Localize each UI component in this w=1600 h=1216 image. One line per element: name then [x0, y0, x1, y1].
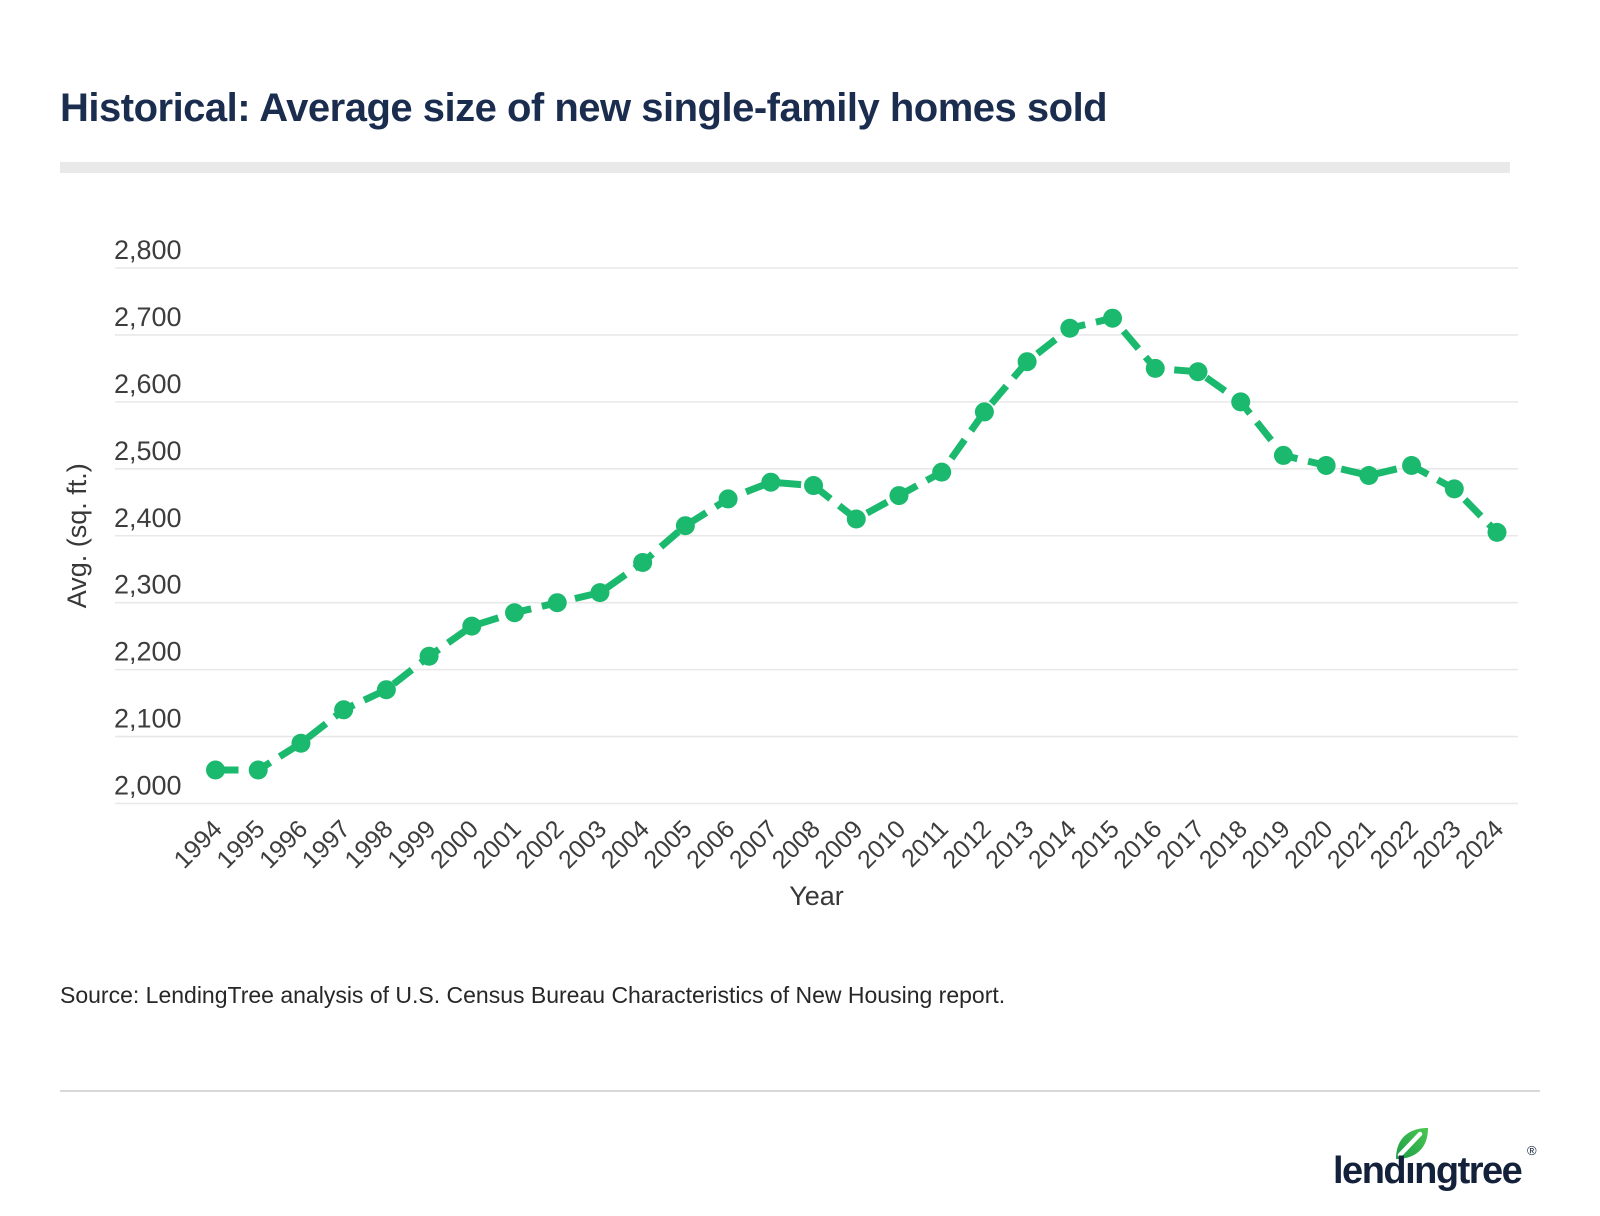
- data-point: [376, 680, 396, 700]
- x-tick-label: 2006: [681, 815, 740, 874]
- x-tick-label: 2014: [1023, 815, 1082, 874]
- title-underbar: [60, 162, 1510, 173]
- page-title: Historical: Average size of new single-f…: [60, 86, 1108, 130]
- y-tick-label: 2,500: [114, 436, 182, 466]
- data-point: [718, 489, 738, 509]
- y-tick-label: 2,600: [114, 369, 182, 399]
- y-tick-label: 2,200: [114, 637, 182, 667]
- logo-text: lendıngtree: [1333, 1150, 1522, 1192]
- data-point: [462, 616, 482, 636]
- data-point: [547, 593, 567, 613]
- x-tick-label: 2000: [425, 815, 484, 874]
- data-point: [1444, 479, 1464, 499]
- x-tick-label: 2011: [896, 815, 954, 873]
- data-line: [215, 314, 1500, 774]
- x-tick-label: 2003: [553, 815, 612, 874]
- y-tick-label: 2,400: [114, 503, 182, 533]
- x-tick-label: 2016: [1108, 815, 1167, 874]
- data-point: [804, 476, 824, 496]
- x-tick-label: 1994: [169, 815, 228, 874]
- x-tick-label: 2013: [980, 815, 1039, 874]
- x-tick-label: 1999: [382, 815, 441, 874]
- x-tick-label: 2002: [510, 815, 569, 874]
- x-tick-label: 2023: [1407, 815, 1466, 874]
- y-tick-label: 2,300: [114, 570, 182, 600]
- x-tick-label: 2020: [1279, 815, 1338, 874]
- x-tick-label: 2010: [852, 815, 911, 874]
- y-tick-label: 2,800: [114, 235, 182, 265]
- data-point: [505, 603, 525, 623]
- registered-mark: ®: [1527, 1143, 1537, 1158]
- x-tick-label: 2017: [1151, 815, 1210, 874]
- data-point: [761, 472, 781, 492]
- line-chart: 2,000 2,100 2,200 2,300 2,400 2,500 2,600 2,700…: [62, 235, 1518, 911]
- x-tick-label: 1995: [211, 815, 270, 874]
- data-point: [633, 553, 653, 573]
- data-point: [1103, 308, 1123, 328]
- data-point: [889, 486, 909, 506]
- x-tick-label: 2024: [1450, 815, 1509, 874]
- lendingtree-logo: lendıngtree ®: [1333, 1128, 1537, 1192]
- x-tick-label: 2021: [1322, 815, 1381, 874]
- data-point: [1188, 362, 1208, 382]
- x-tick-label: 1997: [297, 815, 356, 874]
- data-point: [206, 760, 225, 780]
- y-axis-title: Avg. (sq. ft.): [62, 463, 92, 608]
- data-point: [334, 700, 354, 720]
- data-point: [1487, 522, 1507, 542]
- x-tick-label: 1998: [339, 815, 398, 874]
- data-point: [1316, 455, 1336, 475]
- source-note: Source: LendingTree analysis of U.S. Cen…: [60, 982, 1006, 1008]
- data-point: [932, 462, 952, 482]
- data-point: [1060, 318, 1080, 338]
- x-tick-label: 2015: [1066, 815, 1125, 874]
- data-point: [1402, 455, 1422, 475]
- x-tick-label: 2008: [767, 815, 826, 874]
- x-tick-label: 2018: [1194, 815, 1253, 874]
- data-point: [675, 516, 695, 536]
- data-point: [248, 760, 268, 780]
- data-point: [1017, 352, 1037, 372]
- x-tick-label: 2019: [1237, 815, 1296, 874]
- data-point: [419, 646, 439, 666]
- x-tick-label: 2004: [596, 815, 655, 874]
- leaf-icon: [1396, 1128, 1428, 1159]
- x-axis-title: Year: [789, 881, 844, 911]
- x-tick-label: 2005: [638, 815, 697, 874]
- footer-divider: [60, 1090, 1540, 1092]
- data-point: [1359, 466, 1379, 486]
- data-point: [291, 733, 311, 753]
- data-point: [1273, 445, 1293, 465]
- x-tick-label: 2007: [724, 815, 783, 874]
- data-point: [974, 402, 994, 422]
- x-tick-label: 2001: [468, 815, 527, 874]
- x-tick-label: 2012: [938, 815, 997, 874]
- x-tick-label: 2009: [809, 815, 868, 874]
- y-tick-label: 2,100: [114, 704, 182, 734]
- x-tick-label: 1996: [254, 815, 313, 874]
- data-point: [1231, 392, 1251, 412]
- x-tick-label: 2022: [1365, 815, 1424, 874]
- data-point: [590, 583, 610, 603]
- data-point: [846, 509, 866, 529]
- y-tick-label: 2,000: [114, 771, 182, 801]
- y-tick-label: 2,700: [114, 302, 182, 332]
- data-point: [1145, 358, 1165, 378]
